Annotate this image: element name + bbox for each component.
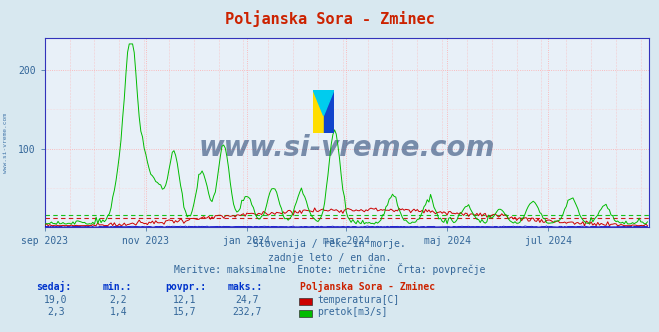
Text: Poljanska Sora - Zminec: Poljanska Sora - Zminec — [300, 282, 435, 292]
Text: min.:: min.: — [102, 283, 132, 292]
Text: 24,7: 24,7 — [235, 295, 259, 305]
Text: 1,4: 1,4 — [110, 307, 127, 317]
Text: Slovenija / reke in morje.: Slovenija / reke in morje. — [253, 239, 406, 249]
Text: 2,3: 2,3 — [47, 307, 65, 317]
Text: 12,1: 12,1 — [173, 295, 196, 305]
Bar — [324, 90, 334, 133]
Text: 19,0: 19,0 — [44, 295, 68, 305]
Text: zadnje leto / en dan.: zadnje leto / en dan. — [268, 253, 391, 263]
Text: 232,7: 232,7 — [233, 307, 262, 317]
Text: pretok[m3/s]: pretok[m3/s] — [317, 307, 387, 317]
Text: Poljanska Sora - Zminec: Poljanska Sora - Zminec — [225, 10, 434, 27]
Text: temperatura[C]: temperatura[C] — [317, 295, 399, 305]
Text: 15,7: 15,7 — [173, 307, 196, 317]
Text: povpr.:: povpr.: — [165, 283, 206, 292]
Text: maks.:: maks.: — [227, 283, 262, 292]
Text: www.si-vreme.com: www.si-vreme.com — [3, 113, 8, 173]
Text: Meritve: maksimalne  Enote: metrične  Črta: povprečje: Meritve: maksimalne Enote: metrične Črta… — [174, 263, 485, 275]
Text: sedaj:: sedaj: — [36, 282, 71, 292]
Polygon shape — [313, 90, 334, 116]
Text: www.si-vreme.com: www.si-vreme.com — [199, 134, 495, 162]
Text: 2,2: 2,2 — [110, 295, 127, 305]
Bar — [313, 90, 324, 133]
